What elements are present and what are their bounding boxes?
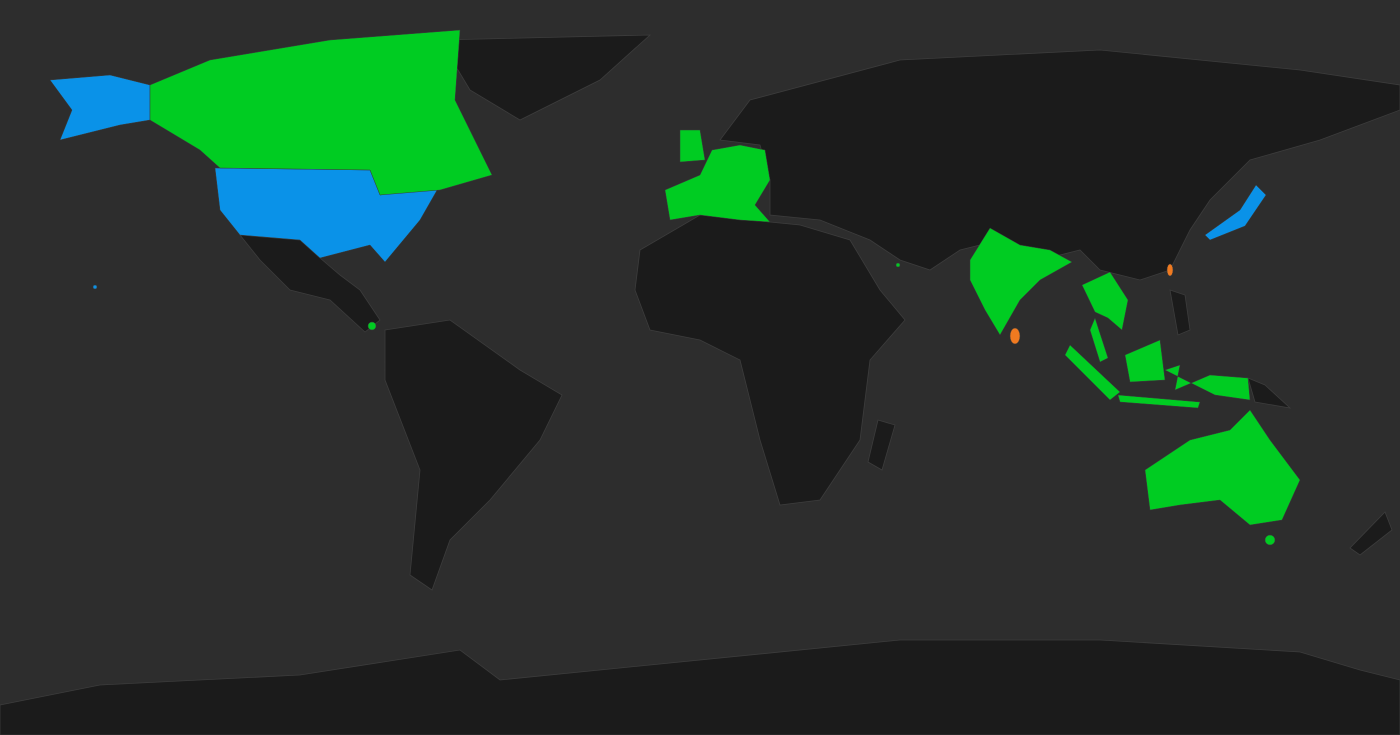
philippines[interactable] <box>1169 289 1191 336</box>
country-japan[interactable] <box>1204 184 1267 241</box>
new-zealand[interactable] <box>1349 511 1393 556</box>
country-thailand-vietnam[interactable] <box>1081 271 1129 331</box>
country-java[interactable] <box>1117 394 1201 409</box>
africa[interactable] <box>634 214 906 506</box>
greenland[interactable] <box>439 34 652 121</box>
country-hawaii[interactable] <box>92 284 98 290</box>
country-taiwan[interactable] <box>1166 263 1174 277</box>
country-sulawesi-papua[interactable] <box>1164 364 1251 401</box>
country-malaysia[interactable] <box>1089 317 1109 363</box>
country-sri-lanka[interactable] <box>1009 327 1021 345</box>
country-borneo[interactable] <box>1124 339 1166 383</box>
antarctica[interactable] <box>0 639 1400 735</box>
country-costa-rica[interactable] <box>367 321 377 331</box>
country-united-kingdom[interactable] <box>679 129 706 163</box>
country-qatar[interactable] <box>895 262 901 268</box>
south-america[interactable] <box>384 319 563 591</box>
eurasia[interactable] <box>719 49 1400 281</box>
madagascar[interactable] <box>867 419 896 471</box>
country-india[interactable] <box>969 227 1073 336</box>
country-sumatra[interactable] <box>1064 344 1121 401</box>
country-western-europe[interactable] <box>664 144 771 223</box>
country-alaska[interactable] <box>49 74 151 141</box>
new-guinea-east[interactable] <box>1247 377 1292 409</box>
country-canada[interactable] <box>149 29 493 196</box>
country-tasmania[interactable] <box>1264 534 1276 546</box>
country-australia[interactable] <box>1144 409 1301 526</box>
